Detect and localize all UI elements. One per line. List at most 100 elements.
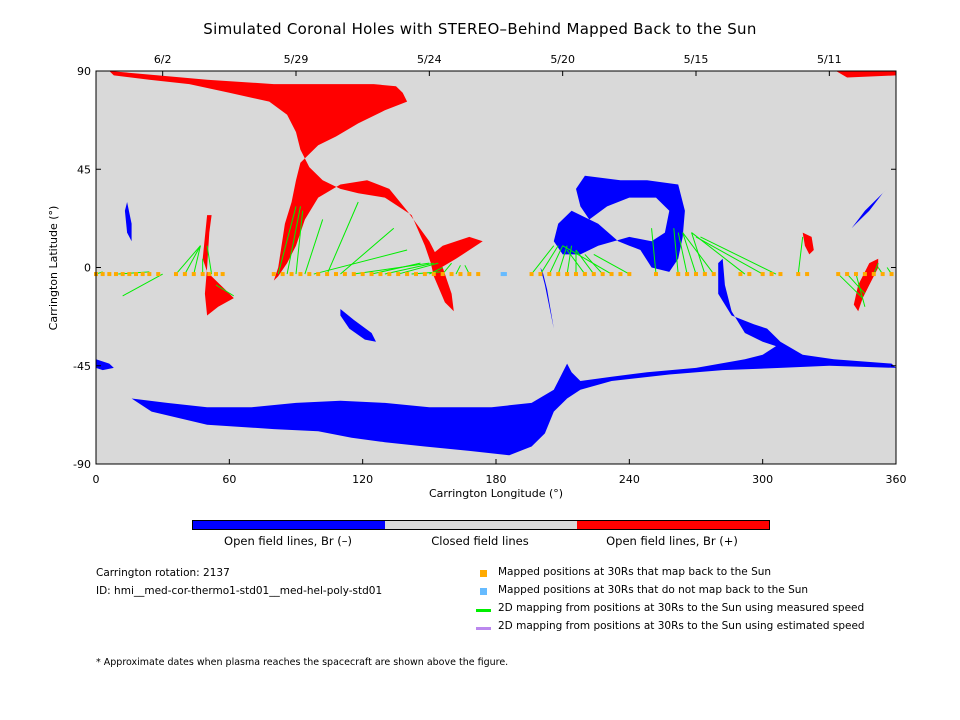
coronal-hole-map: 0 60 120 180 240 300 360 -90 -45 0 45 90 6/2 5/29 5/24… bbox=[47, 53, 907, 500]
mapped-dot-34 bbox=[422, 272, 427, 277]
mapped-dot-44 bbox=[556, 272, 561, 277]
mapped-dot-25 bbox=[342, 272, 347, 277]
mapped-dot-56 bbox=[694, 272, 698, 277]
mapped-dot-11 bbox=[182, 272, 187, 277]
mapping-line-12 bbox=[304, 219, 324, 275]
mapped-dot-40 bbox=[476, 272, 481, 277]
coronal-hole-positive-3 bbox=[853, 258, 879, 312]
x-tick-label-0: 0 bbox=[93, 473, 100, 486]
mapping-line-31 bbox=[566, 249, 586, 275]
colorbar-negative bbox=[193, 521, 385, 529]
x-tick-label-1: 60 bbox=[222, 473, 236, 486]
mapping-line-35 bbox=[593, 253, 630, 275]
top-date-label-4: 5/15 bbox=[684, 53, 709, 66]
mapped-dot-9 bbox=[156, 272, 161, 277]
mapping-line-14 bbox=[326, 201, 359, 275]
x-tick-label-3: 180 bbox=[486, 473, 507, 486]
mapped-dot-20 bbox=[298, 272, 303, 277]
mapped-dot-39 bbox=[467, 272, 472, 277]
x-tick-label-6: 360 bbox=[886, 473, 907, 486]
mapped-dot-1 bbox=[100, 272, 105, 277]
mapping-line-8 bbox=[215, 284, 235, 297]
mapped-dot-53 bbox=[654, 272, 658, 277]
mapping-line-19 bbox=[398, 262, 439, 275]
legend-label-mapped: Mapped positions at 30Rs that map back t… bbox=[498, 566, 772, 578]
mapped-dot-60 bbox=[747, 272, 752, 277]
legend-label-estimated: 2D mapping from positions at 30Rs to the… bbox=[498, 620, 865, 632]
mapped-dot-16 bbox=[220, 272, 225, 277]
model-id: ID: hmi__med-cor-thermo1-std01__med-hel-… bbox=[96, 585, 383, 597]
mapped-dot-23 bbox=[325, 272, 330, 277]
mapped-dot-4 bbox=[120, 272, 125, 277]
coronal-hole-negative-9 bbox=[340, 309, 376, 342]
mapped-dot-65 bbox=[805, 272, 810, 277]
mapped-dot-14 bbox=[207, 272, 212, 277]
coronal-hole-positive-4 bbox=[836, 71, 896, 78]
mapping-line-7 bbox=[206, 245, 213, 275]
coronal-hole-positive-1 bbox=[202, 215, 234, 316]
mapped-dot-48 bbox=[591, 272, 596, 277]
mapped-dot-33 bbox=[414, 272, 418, 277]
mapped-dot-17 bbox=[271, 272, 276, 277]
mapped-dot-27 bbox=[360, 272, 365, 277]
mapped-dot-46 bbox=[574, 272, 578, 277]
mapping-line-36 bbox=[651, 228, 657, 275]
coronal-hole-negative-11 bbox=[851, 188, 888, 229]
top-date-label-0: 6/2 bbox=[154, 53, 172, 66]
mapped-dot-57 bbox=[702, 272, 707, 277]
mapped-dot-2 bbox=[107, 272, 112, 277]
colorbar-label-closed: Closed field lines bbox=[431, 534, 529, 548]
plot-background bbox=[96, 71, 896, 464]
coronal-hole-negative-10 bbox=[124, 202, 132, 242]
mapping-line-18 bbox=[384, 262, 434, 275]
mapping-line-25 bbox=[531, 245, 555, 275]
mapped-dot-29 bbox=[378, 272, 383, 277]
top-date-label-2: 5/24 bbox=[417, 53, 442, 66]
top-date-label-5: 5/11 bbox=[817, 53, 842, 66]
mapping-line-5 bbox=[193, 245, 201, 275]
mapped-dot-63 bbox=[778, 272, 783, 277]
mapped-dot-6 bbox=[134, 272, 138, 277]
coronal-hole-negative-7 bbox=[553, 175, 685, 272]
mapped-dot-43 bbox=[547, 272, 552, 277]
legend-marker-measured bbox=[476, 609, 491, 612]
unmapped-dot-0 bbox=[500, 272, 505, 277]
y-tick-label-1: -45 bbox=[73, 360, 91, 373]
mapped-dot-67 bbox=[845, 272, 850, 277]
mapped-dot-37 bbox=[449, 272, 454, 277]
mapping-line-15 bbox=[340, 227, 395, 275]
mapping-line-45 bbox=[797, 236, 804, 275]
mapping-line-11 bbox=[295, 210, 304, 275]
mapped-dot-3 bbox=[114, 272, 118, 277]
mapped-dot-72 bbox=[889, 272, 894, 277]
mapped-dot-51 bbox=[618, 272, 623, 277]
mapped-dot-54 bbox=[676, 272, 681, 277]
chart-title: Simulated Coronal Holes with STEREO–Behi… bbox=[203, 20, 757, 38]
colorbar bbox=[192, 520, 770, 530]
mapping-line-43 bbox=[695, 236, 763, 275]
y-axis-label: Carrington Latitude (°) bbox=[47, 206, 60, 331]
mapped-dots bbox=[94, 272, 894, 277]
mapped-dot-62 bbox=[769, 272, 774, 277]
mapping-line-46 bbox=[837, 273, 864, 299]
legend-label-unmapped: Mapped positions at 30Rs that do not map… bbox=[498, 584, 809, 596]
mapping-line-4 bbox=[184, 245, 201, 275]
mapping-line-27 bbox=[548, 245, 564, 275]
mapped-dot-50 bbox=[609, 272, 614, 277]
mapping-line-16 bbox=[353, 262, 430, 275]
mapping-line-3 bbox=[175, 245, 201, 275]
mapping-line-28 bbox=[557, 245, 568, 275]
colorbar-positive bbox=[577, 521, 769, 529]
mapped-dot-52 bbox=[627, 272, 632, 277]
x-tick-label-5: 300 bbox=[752, 473, 773, 486]
mapped-dot-15 bbox=[214, 272, 218, 277]
mapped-dot-24 bbox=[334, 272, 338, 277]
legend-label-measured: 2D mapping from positions at 30Rs to the… bbox=[498, 602, 865, 614]
mapped-dot-32 bbox=[405, 272, 410, 277]
coronal-hole-positive-2 bbox=[802, 232, 814, 255]
mapping-line-23 bbox=[455, 265, 461, 275]
mapped-dot-35 bbox=[431, 272, 436, 277]
legend-marker-estimated bbox=[476, 627, 491, 630]
x-tick-label-4: 240 bbox=[619, 473, 640, 486]
mapping-line-26 bbox=[540, 245, 559, 275]
